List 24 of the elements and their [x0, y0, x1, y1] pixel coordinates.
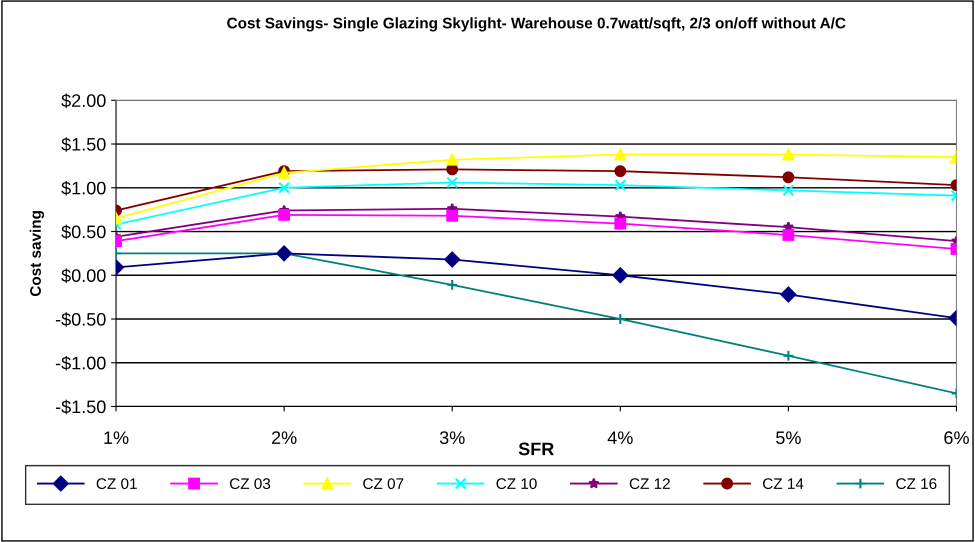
- x-tick-label: 2%: [272, 431, 297, 444]
- legend-label: CZ 10: [496, 478, 537, 490]
- y-tick-label: $0.50: [61, 224, 106, 240]
- legend-label: CZ 16: [896, 478, 936, 490]
- legend-label: CZ 01: [96, 478, 137, 490]
- x-axis-title: SFR: [518, 442, 554, 456]
- y-tick-label: $1.50: [61, 137, 106, 152]
- y-tick-label: -$1.00: [56, 356, 106, 371]
- y-axis-title: Cost saving: [30, 211, 44, 296]
- x-tick-label: 3%: [440, 431, 465, 444]
- x-tick-label: 4%: [608, 431, 633, 444]
- legend-label: CZ 07: [363, 478, 404, 490]
- y-tick-label: -$1.50: [56, 400, 106, 414]
- y-tick-label: $1.00: [61, 180, 106, 196]
- y-tick-label: $2.00: [61, 93, 106, 108]
- x-tick-label: 5%: [776, 431, 801, 444]
- chart-title: Cost Savings- Single Glazing Skylight- Warehouse 0.7watt/sqft, 2/3 on/off without A/C: [227, 17, 846, 32]
- legend-label: CZ 12: [630, 478, 670, 490]
- x-tick-label: 6%: [944, 431, 969, 444]
- y-tick-label: -$0.50: [56, 312, 106, 327]
- legend-label: CZ 14: [763, 478, 804, 490]
- y-tick-label: $0.00: [61, 268, 106, 284]
- x-tick-label: 1%: [104, 431, 128, 444]
- legend-label: CZ 03: [230, 478, 270, 490]
